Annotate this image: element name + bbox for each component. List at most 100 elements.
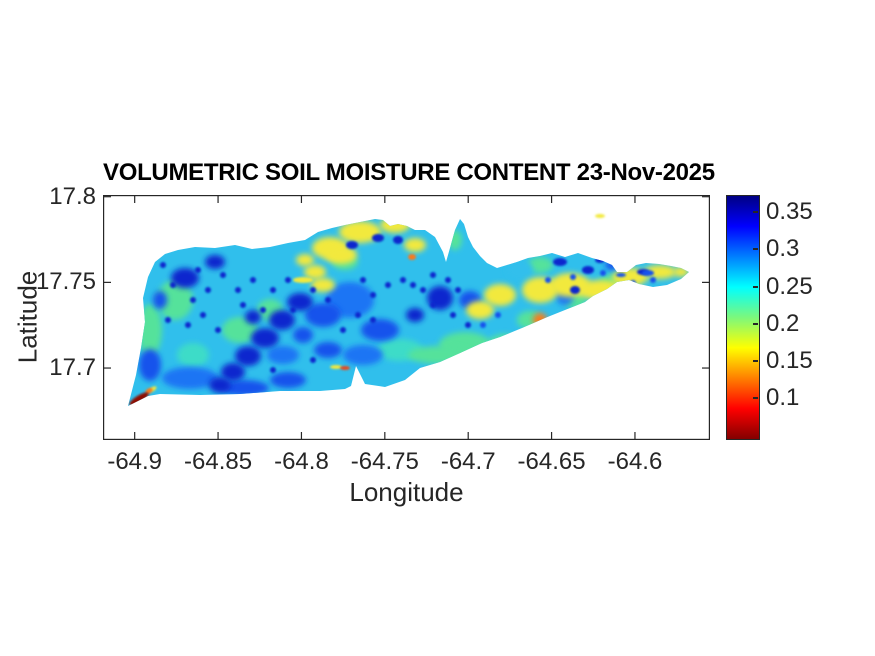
moisture-speckle: [170, 282, 176, 288]
moisture-blob: [222, 317, 258, 343]
colorbar-tick-label: 0.35: [766, 198, 813, 226]
moisture-blob: [221, 363, 245, 381]
moisture-blob: [293, 277, 313, 283]
moisture-blob: [221, 380, 269, 396]
moisture-speckle: [290, 307, 296, 313]
moisture-blob: [293, 327, 313, 343]
moisture-blob: [314, 342, 342, 358]
colorbar-gradient: [727, 196, 759, 439]
moisture-blob: [251, 328, 279, 348]
axes-box: [103, 195, 710, 441]
moisture-blob: [484, 284, 516, 306]
moisture-blob: [343, 345, 383, 365]
moisture-speckle: [185, 322, 191, 328]
moisture-blob: [171, 268, 199, 288]
moisture-blob: [330, 365, 342, 369]
moisture-blob: [605, 260, 619, 270]
moisture-speckle: [420, 287, 426, 293]
moisture-speckle: [480, 322, 486, 328]
x-tick-label: -64.6: [607, 448, 663, 475]
moisture-blob: [582, 266, 594, 274]
moisture-speckle: [340, 327, 346, 333]
moisture-blob: [205, 255, 225, 269]
moisture-speckle: [310, 287, 316, 293]
moisture-speckle: [235, 287, 241, 293]
moisture-blob: [296, 254, 314, 266]
moisture-speckle: [250, 277, 256, 283]
x-tick-label: -64.8: [274, 448, 329, 475]
moisture-blob: [339, 221, 381, 243]
colorbar-tick-label: 0.15: [766, 347, 813, 375]
moisture-speckle: [600, 270, 606, 276]
moisture-blob: [157, 280, 193, 320]
colorbar-tick-label: 0.3: [766, 235, 800, 263]
moisture-speckle: [240, 302, 246, 308]
moisture-speckle: [495, 312, 501, 318]
moisture-speckle: [370, 317, 376, 323]
moisture-speckle: [445, 277, 451, 283]
moisture-speckle: [385, 282, 391, 288]
moisture-blob: [487, 334, 523, 356]
moisture-blob: [404, 238, 426, 252]
moisture-speckle: [430, 272, 436, 278]
moisture-speckle: [310, 357, 316, 363]
moisture-speckle: [455, 287, 461, 293]
moisture-speckle: [190, 297, 196, 303]
moisture-speckle: [220, 272, 226, 278]
moisture-blob: [245, 310, 261, 324]
moisture-speckle: [205, 287, 211, 293]
colorbar-tick: [753, 248, 758, 251]
moisture-speckle: [465, 322, 471, 328]
moisture-blob: [311, 278, 335, 292]
moisture-speckle: [160, 262, 166, 268]
x-tick-label: -64.7: [440, 448, 496, 475]
moisture-blob: [177, 343, 209, 367]
moisture-blob: [533, 313, 547, 327]
moisture-speckle: [370, 292, 376, 298]
island-raster-svg: [103, 195, 710, 441]
moisture-speckle: [260, 307, 266, 313]
moisture-blob: [570, 286, 580, 294]
moisture-blob: [235, 346, 261, 366]
moisture-speckle: [430, 302, 436, 308]
colorbar-tick: [753, 322, 758, 325]
moisture-blob: [153, 291, 167, 309]
moisture-blob: [270, 372, 306, 388]
moisture-blob: [129, 392, 149, 406]
moisture-blob: [209, 377, 231, 393]
moisture-blob: [406, 308, 424, 322]
moisture-blob: [269, 310, 295, 330]
moisture-blob: [595, 257, 605, 263]
moisture-blob: [380, 219, 410, 233]
moisture-speckle: [165, 317, 171, 323]
moisture-speckle: [410, 282, 416, 288]
moisture-speckle: [360, 277, 366, 283]
moisture-blob: [644, 265, 676, 279]
colorbar: [726, 195, 760, 440]
moisture-blob: [522, 277, 558, 303]
moisture-blob: [673, 267, 689, 277]
offshore-island-patch: [595, 214, 605, 218]
colorbar-tick: [753, 397, 758, 400]
moisture-blob: [527, 257, 553, 273]
moisture-blob: [466, 301, 494, 319]
moisture-blob: [340, 366, 350, 370]
moisture-speckle: [630, 280, 636, 286]
moisture-speckle: [620, 264, 626, 270]
chart-title: VOLUMETRIC SOIL MOISTURE CONTENT 23-Nov-…: [103, 159, 715, 186]
moisture-speckle: [355, 312, 361, 318]
moisture-speckle: [195, 267, 201, 273]
x-axis-label: Longitude: [349, 477, 464, 507]
moisture-blob: [578, 280, 622, 300]
moisture-blob: [267, 346, 299, 364]
moisture-blob: [372, 234, 384, 242]
moisture-blob: [408, 346, 472, 364]
moisture-speckle: [545, 277, 551, 283]
moisture-speckle: [400, 277, 406, 283]
x-tick-label: -64.85: [184, 448, 253, 475]
moisture-blob: [553, 258, 567, 266]
moisture-blob: [642, 270, 654, 276]
colorbar-tick-label: 0.1: [766, 384, 800, 412]
y-tick-label: 17.8: [49, 182, 96, 210]
moisture-blob: [361, 319, 399, 341]
